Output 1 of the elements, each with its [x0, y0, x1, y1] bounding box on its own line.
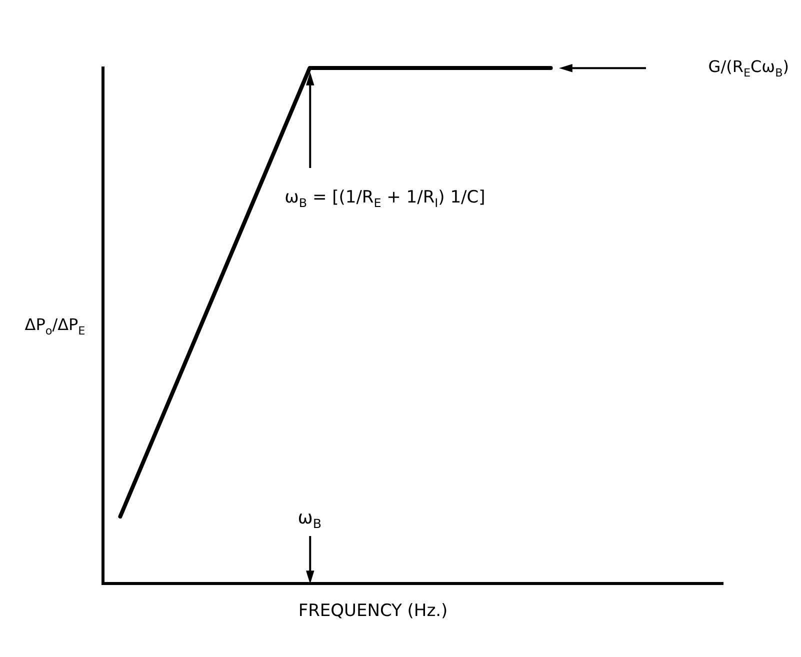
x-axis-title: FREQUENCY (Hz.)	[298, 601, 448, 622]
